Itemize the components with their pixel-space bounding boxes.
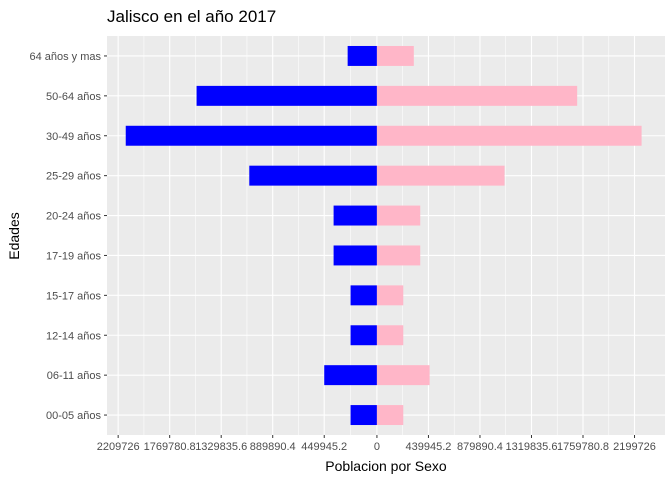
- y-tick-label: 64 años y mas: [29, 51, 101, 63]
- y-axis-ticks: 00-05 años 06-11 años 12-14 años 15-17 años…: [29, 51, 107, 422]
- bars-layer: [125, 45, 642, 426]
- x-tick-label: 0: [374, 441, 380, 453]
- x-tick-label: 449945.2: [301, 441, 347, 453]
- y-tick-label: 00-05 años: [46, 410, 102, 422]
- y-axis-title: Edades: [6, 212, 22, 259]
- bar: [376, 165, 505, 186]
- x-tick-label: 879890.4: [457, 441, 503, 453]
- bar: [249, 165, 377, 186]
- y-tick-label: 20-24 años: [46, 211, 102, 223]
- bar: [376, 45, 414, 66]
- x-tick-label: 1769780.8: [144, 441, 196, 453]
- x-tick-label: 1759780.8: [557, 441, 609, 453]
- bar: [376, 205, 421, 226]
- y-tick-label: 50-64 años: [46, 91, 102, 103]
- bar: [376, 365, 430, 386]
- bar: [376, 325, 404, 346]
- y-tick-label: 15-17 años: [46, 290, 102, 302]
- x-axis-ticks: 2209726 1769780.8 1329835.6 889890.4 449945.…: [97, 435, 656, 453]
- bar: [350, 405, 377, 426]
- x-tick-label: 2199726: [613, 441, 656, 453]
- bar: [376, 405, 404, 426]
- x-tick-label: 1329835.6: [195, 441, 247, 453]
- bar: [196, 85, 377, 106]
- bar: [125, 125, 377, 146]
- y-tick-label: 25-29 años: [46, 171, 102, 183]
- bar: [376, 285, 404, 306]
- y-tick-label: 06-11 años: [47, 370, 102, 382]
- y-tick-label: 12-14 años: [46, 330, 102, 342]
- x-tick-label: 2209726: [97, 441, 140, 453]
- bar: [324, 365, 377, 386]
- y-tick-label: 30-49 años: [46, 131, 102, 143]
- bar: [376, 85, 578, 106]
- x-tick-label: 439945.2: [405, 441, 451, 453]
- y-tick-label: 17-19 años: [46, 250, 102, 262]
- bar: [350, 285, 377, 306]
- x-tick-label: 1319835.6: [505, 441, 557, 453]
- bar: [333, 245, 377, 266]
- x-axis-title: Poblacion por Sexo: [325, 458, 447, 474]
- bar: [376, 245, 421, 266]
- bar: [376, 125, 642, 146]
- bar: [350, 325, 377, 346]
- chart-title: Jalisco en el año 2017: [107, 7, 276, 26]
- x-tick-label: 889890.4: [250, 441, 296, 453]
- bar: [347, 45, 377, 66]
- bar: [333, 205, 377, 226]
